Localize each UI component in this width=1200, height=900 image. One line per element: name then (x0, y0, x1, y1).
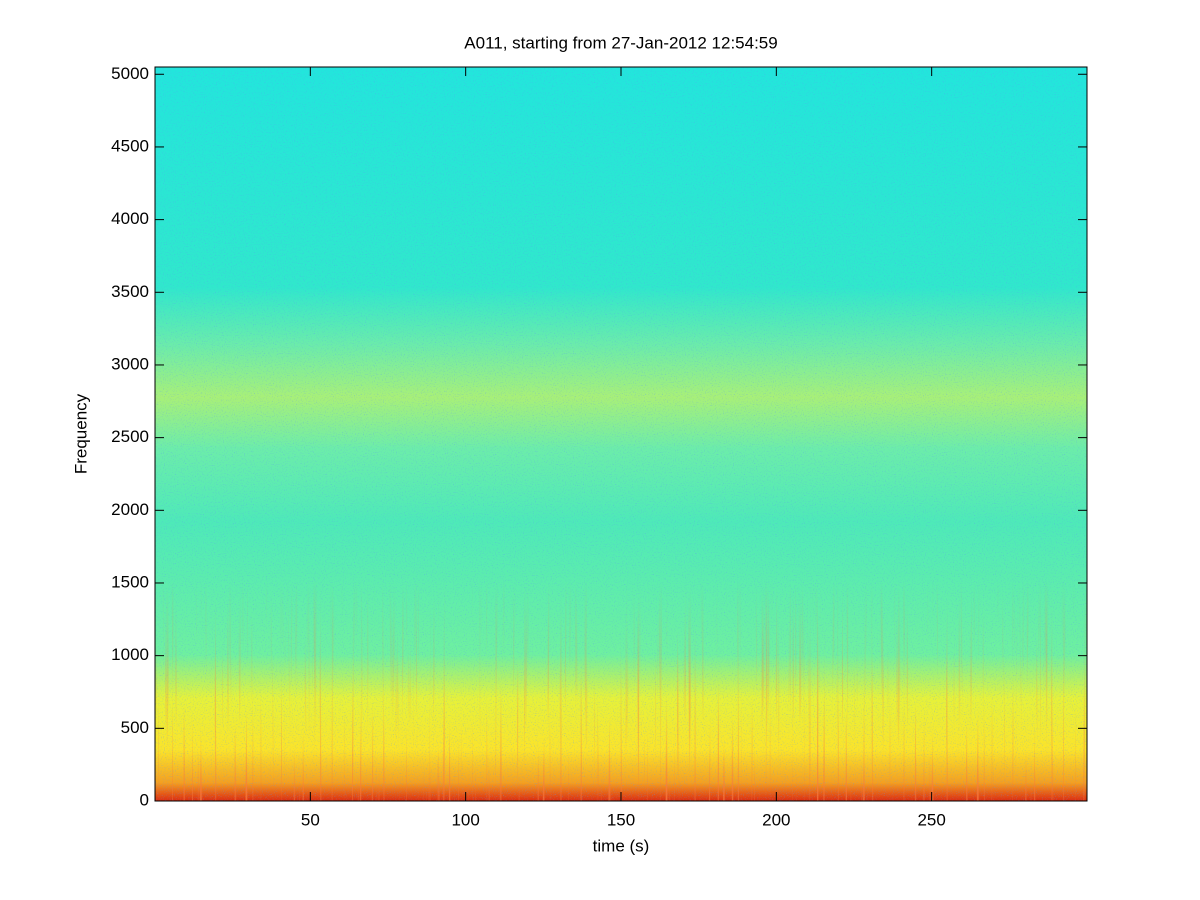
spectrogram-image (155, 67, 1087, 801)
y-tick-label: 3000 (111, 354, 149, 373)
x-tick-label: 100 (451, 810, 479, 829)
y-tick-label: 1000 (111, 645, 149, 664)
y-tick-label: 0 (140, 790, 149, 809)
x-tick-label: 200 (762, 810, 790, 829)
x-tick-label: 250 (917, 810, 945, 829)
x-axis-label: time (s) (593, 836, 650, 855)
y-tick-label: 2500 (111, 427, 149, 446)
y-tick-label: 3500 (111, 282, 149, 301)
chart-title: A011, starting from 27-Jan-2012 12:54:59 (464, 33, 777, 52)
y-tick-label: 2000 (111, 500, 149, 519)
y-axis-label: Frequency (71, 393, 90, 474)
x-tick-label: 50 (301, 810, 320, 829)
y-tick-label: 5000 (111, 64, 149, 83)
y-tick-label: 1500 (111, 572, 149, 591)
x-tick-label: 150 (607, 810, 635, 829)
y-tick-label: 4000 (111, 209, 149, 228)
y-tick-label: 500 (121, 718, 149, 737)
y-tick-label: 4500 (111, 136, 149, 155)
